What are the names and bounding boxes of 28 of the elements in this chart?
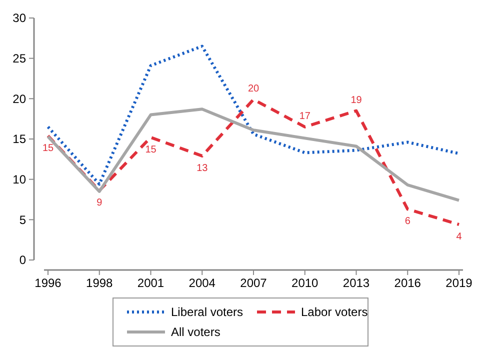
x-tick-label: 2019 <box>446 276 473 290</box>
y-tick-label: 25 <box>12 52 26 66</box>
data-label: 20 <box>248 83 260 94</box>
y-tick-label: 30 <box>12 11 26 26</box>
data-label: 6 <box>404 216 411 228</box>
data-label: 13 <box>196 162 208 174</box>
data-label: 17 <box>299 110 311 122</box>
x-tick-label: 1998 <box>86 276 114 290</box>
y-tick-label: 15 <box>12 132 26 146</box>
legend-label: Labor voters <box>301 305 368 320</box>
y-tick-label: 10 <box>12 172 26 187</box>
y-tick-label: 5 <box>19 212 26 227</box>
data-label: 4 <box>456 232 462 243</box>
x-tick-label: 1996 <box>34 276 62 290</box>
legend-label: Liberal voters <box>171 305 244 320</box>
data-label: 15 <box>145 144 157 156</box>
x-tick-label: 2007 <box>240 276 268 290</box>
x-tick-label: 2001 <box>137 276 164 290</box>
x-tick-label: 2004 <box>188 276 216 290</box>
x-tick-label: 2010 <box>292 276 319 290</box>
y-tick-label: 0 <box>19 253 26 268</box>
y-tick-label: 20 <box>12 92 26 106</box>
data-label: 19 <box>350 94 362 106</box>
x-tick-label: 2013 <box>342 276 370 290</box>
x-tick-label: 2016 <box>394 276 422 290</box>
legend-label: All voters <box>171 325 220 340</box>
data-label: 9 <box>96 198 103 209</box>
data-label: 15 <box>42 142 54 154</box>
